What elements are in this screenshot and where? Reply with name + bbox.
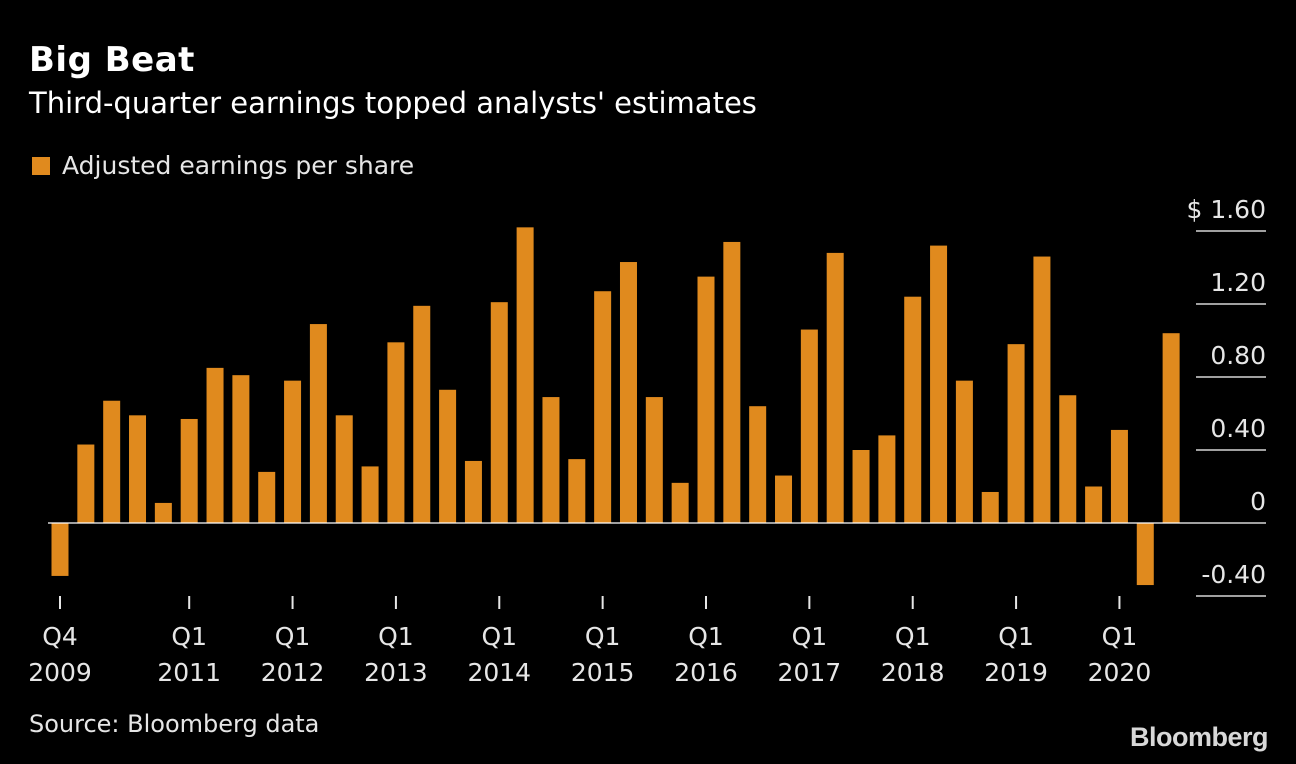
bar: [981, 491, 999, 523]
chart-legend: Adjusted earnings per share: [32, 151, 414, 180]
y-tick-label: $ 1.60: [1186, 195, 1266, 224]
bar: [361, 466, 379, 523]
bar: [826, 252, 844, 523]
x-tick-label-quarter: Q1: [275, 622, 311, 651]
bar: [775, 475, 793, 523]
bar: [697, 276, 715, 523]
x-tick-label-year: 2014: [467, 658, 531, 687]
x-tick-label-year: 2015: [571, 658, 635, 687]
bar: [594, 291, 612, 523]
bar: [1085, 486, 1103, 523]
bar: [413, 305, 431, 523]
bar: [542, 397, 560, 523]
bar: [309, 324, 327, 523]
x-tick-label-year: 2018: [881, 658, 945, 687]
bar: [955, 380, 973, 523]
bar: [671, 482, 689, 523]
bar: [1110, 429, 1128, 523]
x-tick-label-quarter: Q1: [481, 622, 517, 651]
bar: [1007, 344, 1025, 523]
x-tick-label-quarter: Q1: [585, 622, 621, 651]
bar: [439, 389, 457, 523]
x-tick-label-year: 2020: [1088, 658, 1152, 687]
bar: [516, 227, 534, 523]
x-tick-label-quarter: Q1: [1102, 622, 1138, 651]
x-tick-label-year: 2011: [157, 658, 221, 687]
bar: [723, 241, 741, 523]
chart-title: Big Beat: [29, 40, 195, 80]
bar: [645, 397, 663, 523]
bar: [619, 262, 637, 523]
x-tick-label-quarter: Q1: [895, 622, 931, 651]
source-note: Source: Bloomberg data: [29, 710, 320, 738]
bar: [77, 444, 95, 523]
bar: [180, 418, 198, 523]
bloomberg-logo: Bloomberg: [1129, 722, 1269, 752]
chart-subtitle: Third-quarter earnings topped analysts' …: [29, 86, 757, 120]
bar: [284, 380, 302, 523]
x-tick-label-year: 2012: [261, 658, 325, 687]
legend-label: Adjusted earnings per share: [62, 151, 415, 180]
x-tick-label-quarter: Q4: [42, 622, 78, 651]
bar: [852, 450, 870, 523]
bar: [335, 415, 353, 523]
y-tick-label: 0: [1250, 487, 1266, 516]
legend-swatch: [32, 156, 50, 175]
bar: [258, 471, 276, 523]
bar: [51, 523, 69, 576]
y-tick-label: 0.80: [1210, 341, 1266, 370]
bar: [878, 435, 896, 523]
x-tick-label-year: 2016: [674, 658, 738, 687]
bar: [154, 502, 172, 523]
bar: [232, 375, 250, 523]
y-tick-label: -0.40: [1201, 560, 1266, 589]
bar: [206, 367, 224, 523]
bar: [129, 415, 147, 523]
bar: [1033, 256, 1051, 523]
x-tick-label-quarter: Q1: [378, 622, 414, 651]
bar: [464, 460, 482, 523]
bar: [904, 296, 922, 523]
bar: [800, 329, 818, 523]
bar: [1059, 395, 1077, 523]
y-tick-label: 1.20: [1210, 268, 1266, 297]
bar: [930, 245, 948, 523]
bar: [749, 406, 767, 523]
bar: [1136, 523, 1154, 586]
y-tick-label: 0.40: [1210, 414, 1266, 443]
bar: [490, 302, 508, 523]
x-tick-label-year: 2009: [28, 658, 92, 687]
x-tick-label-quarter: Q1: [688, 622, 724, 651]
x-tick-label-year: 2017: [778, 658, 842, 687]
bar: [387, 342, 405, 523]
x-tick-label-quarter: Q1: [171, 622, 207, 651]
x-tick-label-year: 2013: [364, 658, 428, 687]
x-tick-label-quarter: Q1: [998, 622, 1034, 651]
x-tick-label-quarter: Q1: [792, 622, 828, 651]
bar: [103, 400, 121, 523]
bar: [568, 459, 586, 523]
bar: [1162, 333, 1180, 523]
x-tick-label-year: 2019: [984, 658, 1048, 687]
